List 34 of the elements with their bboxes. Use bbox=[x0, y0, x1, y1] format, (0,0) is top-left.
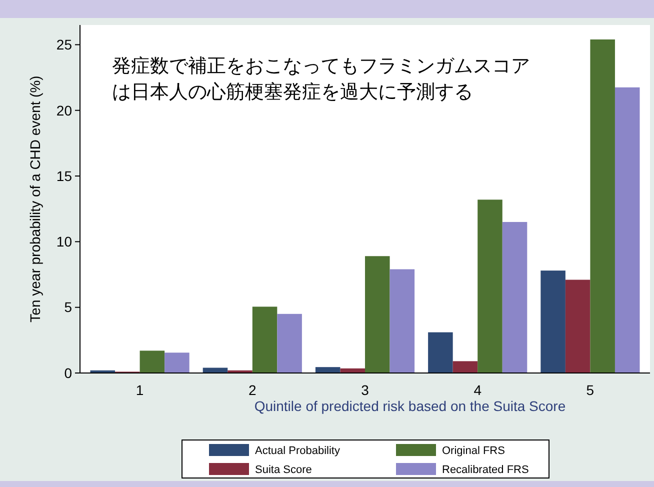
y-tick-label: 25 bbox=[56, 36, 72, 53]
x-tick-label: 4 bbox=[474, 382, 482, 398]
x-tick-label: 5 bbox=[586, 382, 594, 398]
legend-label: Actual Probability bbox=[255, 445, 340, 457]
bar bbox=[390, 269, 415, 373]
y-tick-label: 5 bbox=[64, 299, 72, 316]
bar bbox=[202, 368, 228, 373]
bar bbox=[277, 314, 302, 373]
y-tick-label: 20 bbox=[56, 102, 72, 118]
bar bbox=[140, 350, 165, 373]
bar bbox=[502, 222, 528, 373]
bar bbox=[590, 39, 615, 373]
y-tick-label: 0 bbox=[64, 364, 72, 381]
bar bbox=[252, 306, 278, 373]
bar bbox=[478, 200, 502, 373]
y-tick-label: 10 bbox=[56, 234, 72, 250]
bar bbox=[614, 87, 640, 373]
y-axis-title: Ten year probability of a CHD event (%) bbox=[27, 76, 43, 322]
y-tick-label: 15 bbox=[56, 168, 72, 184]
legend-label: Recalibrated FRS bbox=[442, 464, 529, 476]
x-tick-label: 1 bbox=[136, 382, 144, 398]
x-tick-label: 2 bbox=[248, 382, 256, 398]
bar bbox=[164, 352, 190, 373]
bar bbox=[565, 280, 590, 373]
legend-label: Original FRS bbox=[442, 445, 505, 457]
x-axis-title: Quintile of predicted risk based on the Suita Score bbox=[254, 398, 566, 414]
bar bbox=[428, 332, 453, 373]
bar bbox=[540, 270, 566, 373]
x-tick-label: 3 bbox=[361, 382, 370, 398]
bar bbox=[315, 367, 340, 373]
text: 発症数で補正をおこなってもフラミンガムスコアは日本人の心筋梗塞発症を過大に予測する bbox=[112, 55, 530, 103]
bar bbox=[365, 256, 390, 373]
legend-label: Suita Score bbox=[255, 464, 312, 476]
bar bbox=[452, 361, 478, 373]
